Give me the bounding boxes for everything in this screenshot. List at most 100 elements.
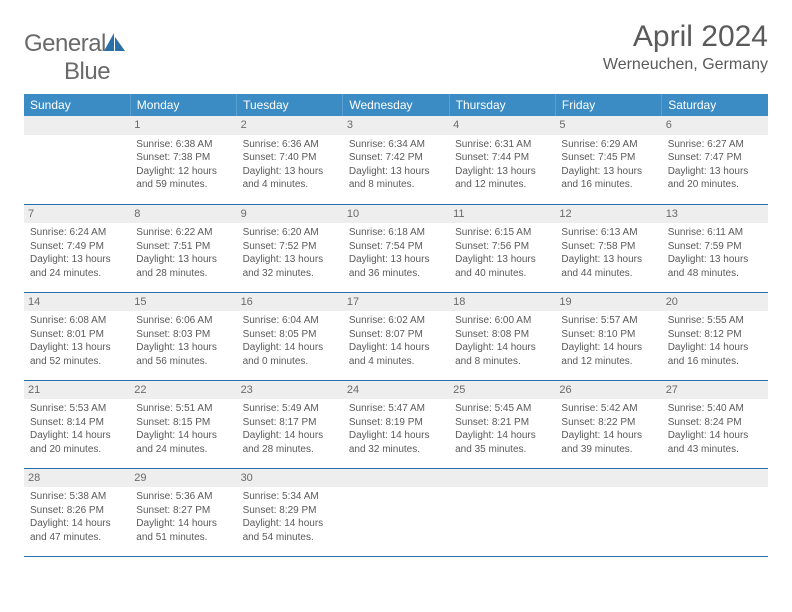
day-number: 25 [449, 381, 555, 400]
day-number: 14 [24, 293, 130, 312]
calendar-cell: 4Sunrise: 6:31 AMSunset: 7:44 PMDaylight… [449, 116, 555, 204]
day-header: Saturday [662, 94, 768, 116]
daylight-line-2: and 24 minutes. [30, 267, 124, 281]
calendar-cell: 16 Sunrise: 6:04 AMSunset: 8:05 PMDayligh… [237, 292, 343, 380]
day-detail: Sunrise: 6:04 AMSunset: 8:05 PMDaylight:… [243, 314, 337, 368]
daylight-line-2: and 4 minutes. [243, 178, 337, 192]
sunset-line: Sunset: 7:49 PM [30, 240, 124, 254]
daylight-line-1: Daylight: 14 hours [561, 341, 655, 355]
calendar-cell: 12Sunrise: 6:13 AMSunset: 7:58 PMDayligh… [555, 204, 661, 292]
daylight-line-1: Daylight: 14 hours [349, 429, 443, 443]
day-detail: Sunrise: 6:00 AMSunset: 8:08 PMDaylight:… [455, 314, 549, 368]
daylight-line-1: Daylight: 14 hours [561, 429, 655, 443]
sunrise-line: Sunrise: 5:49 AM [243, 402, 337, 416]
day-detail: Sunrise: 6:15 AMSunset: 7:56 PMDaylight:… [455, 226, 549, 280]
day-detail: Sunrise: 5:40 AMSunset: 8:24 PMDaylight:… [668, 402, 762, 456]
calendar-cell: 8Sunrise: 6:22 AMSunset: 7:51 PMDaylight… [130, 204, 236, 292]
sunset-line: Sunset: 8:26 PM [30, 504, 124, 518]
sunrise-line: Sunrise: 6:00 AM [455, 314, 549, 328]
daylight-line-1: Daylight: 13 hours [561, 165, 655, 179]
sunrise-line: Sunrise: 5:47 AM [349, 402, 443, 416]
day-detail: Sunrise: 5:36 AMSunset: 8:27 PMDaylight:… [136, 490, 230, 544]
calendar-week-row: 7Sunrise: 6:24 AMSunset: 7:49 PMDaylight… [24, 204, 768, 292]
daylight-line-1: Daylight: 13 hours [136, 253, 230, 267]
sunrise-line: Sunrise: 6:31 AM [455, 138, 549, 152]
calendar-cell [343, 468, 449, 556]
daylight-line-1: Daylight: 13 hours [561, 253, 655, 267]
calendar-week-row: 28Sunrise: 5:38 AMSunset: 8:26 PMDayligh… [24, 468, 768, 556]
calendar-cell: 17Sunrise: 6:02 AMSunset: 8:07 PMDayligh… [343, 292, 449, 380]
sunset-line: Sunset: 8:24 PM [668, 416, 762, 430]
calendar-cell: 15Sunrise: 6:06 AMSunset: 8:03 PMDayligh… [130, 292, 236, 380]
day-detail: Sunrise: 5:51 AMSunset: 8:15 PMDaylight:… [136, 402, 230, 456]
day-detail: Sunrise: 6:38 AMSunset: 7:38 PMDaylight:… [136, 138, 230, 192]
daylight-line-2: and 43 minutes. [668, 443, 762, 457]
daylight-line-1: Daylight: 13 hours [455, 165, 549, 179]
calendar-cell: 23Sunrise: 5:49 AMSunset: 8:17 PMDayligh… [237, 380, 343, 468]
daylight-line-1: Daylight: 13 hours [30, 341, 124, 355]
sunset-line: Sunset: 7:59 PM [668, 240, 762, 254]
sunrise-line: Sunrise: 5:36 AM [136, 490, 230, 504]
daylight-line-2: and 0 minutes. [243, 355, 337, 369]
daylight-line-2: and 59 minutes. [136, 178, 230, 192]
daylight-line-2: and 44 minutes. [561, 267, 655, 281]
daylight-line-2: and 35 minutes. [455, 443, 549, 457]
day-number: 11 [449, 205, 555, 224]
day-number: 5 [555, 116, 661, 135]
calendar-week-row: 1 Sunrise: 6:38 AMSunset: 7:38 PMDaylight… [24, 116, 768, 204]
sunset-line: Sunset: 7:38 PM [136, 151, 230, 165]
day-detail: Sunrise: 5:38 AMSunset: 8:26 PMDaylight:… [30, 490, 124, 544]
calendar-body: 1 Sunrise: 6:38 AMSunset: 7:38 PMDaylight… [24, 116, 768, 556]
sunset-line: Sunset: 8:05 PM [243, 328, 337, 342]
calendar-cell: 11 Sunrise: 6:15 AMSunset: 7:56 PMDayligh… [449, 204, 555, 292]
day-number: 12 [555, 205, 661, 224]
sunset-line: Sunset: 7:58 PM [561, 240, 655, 254]
daylight-line-2: and 4 minutes. [349, 355, 443, 369]
sunrise-line: Sunrise: 6:36 AM [243, 138, 337, 152]
day-header: Tuesday [237, 94, 343, 116]
daylight-line-2: and 12 minutes. [561, 355, 655, 369]
day-detail: Sunrise: 6:08 AMSunset: 8:01 PMDaylight:… [30, 314, 124, 368]
day-detail: Sunrise: 5:53 AMSunset: 8:14 PMDaylight:… [30, 402, 124, 456]
daylight-line-1: Daylight: 13 hours [243, 253, 337, 267]
day-detail: Sunrise: 6:29 AMSunset: 7:45 PMDaylight:… [561, 138, 655, 192]
daylight-line-1: Daylight: 14 hours [243, 341, 337, 355]
logo-sail-icon [104, 33, 126, 51]
daylight-line-2: and 36 minutes. [349, 267, 443, 281]
sunrise-line: Sunrise: 5:51 AM [136, 402, 230, 416]
daylight-line-2: and 8 minutes. [349, 178, 443, 192]
daylight-line-1: Daylight: 14 hours [30, 429, 124, 443]
sunset-line: Sunset: 7:52 PM [243, 240, 337, 254]
logo: General Blue [24, 30, 126, 86]
calendar-cell: 5 Sunrise: 6:29 AMSunset: 7:45 PMDaylight… [555, 116, 661, 204]
calendar-cell: 6Sunrise: 6:27 AMSunset: 7:47 PMDaylight… [662, 116, 768, 204]
day-number: 6 [662, 116, 768, 135]
sunrise-line: Sunrise: 6:15 AM [455, 226, 549, 240]
daylight-line-1: Daylight: 14 hours [668, 341, 762, 355]
daylight-line-2: and 32 minutes. [349, 443, 443, 457]
sunset-line: Sunset: 8:03 PM [136, 328, 230, 342]
calendar-cell: 1 Sunrise: 6:38 AMSunset: 7:38 PMDaylight… [130, 116, 236, 204]
calendar-cell [555, 468, 661, 556]
sunset-line: Sunset: 7:54 PM [349, 240, 443, 254]
daylight-line-2: and 54 minutes. [243, 531, 337, 545]
day-header: Thursday [449, 94, 555, 116]
day-number: 7 [24, 205, 130, 224]
daylight-line-1: Daylight: 14 hours [455, 341, 549, 355]
calendar-cell: 3Sunrise: 6:34 AMSunset: 7:42 PMDaylight… [343, 116, 449, 204]
day-number: 16 [237, 293, 343, 312]
day-detail: Sunrise: 6:34 AMSunset: 7:42 PMDaylight:… [349, 138, 443, 192]
day-detail: Sunrise: 5:47 AMSunset: 8:19 PMDaylight:… [349, 402, 443, 456]
daylight-line-2: and 51 minutes. [136, 531, 230, 545]
daylight-line-2: and 52 minutes. [30, 355, 124, 369]
day-number: 1 [130, 116, 236, 135]
sunset-line: Sunset: 8:14 PM [30, 416, 124, 430]
logo-text-general: General [24, 30, 106, 57]
calendar-cell: 7Sunrise: 6:24 AMSunset: 7:49 PMDaylight… [24, 204, 130, 292]
daylight-line-1: Daylight: 13 hours [349, 253, 443, 267]
daylight-line-2: and 47 minutes. [30, 531, 124, 545]
sunrise-line: Sunrise: 6:22 AM [136, 226, 230, 240]
calendar-cell: 29Sunrise: 5:36 AMSunset: 8:27 PMDayligh… [130, 468, 236, 556]
daylight-line-1: Daylight: 13 hours [30, 253, 124, 267]
daylight-line-2: and 40 minutes. [455, 267, 549, 281]
